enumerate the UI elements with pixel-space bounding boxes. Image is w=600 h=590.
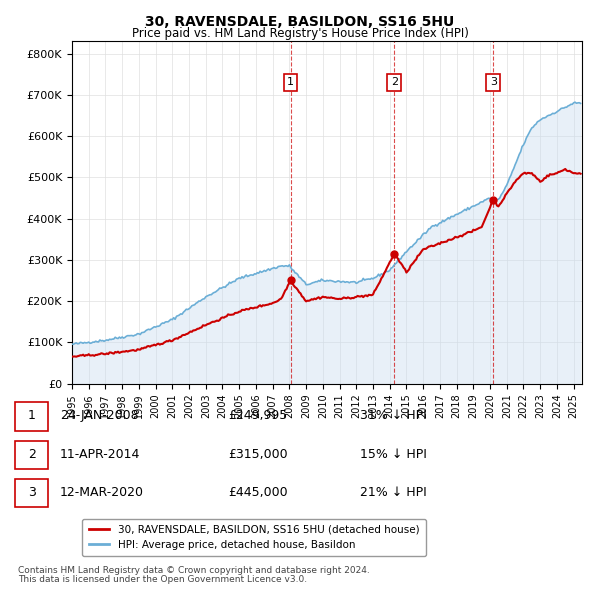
Text: 2: 2	[28, 448, 36, 461]
Legend: 30, RAVENSDALE, BASILDON, SS16 5HU (detached house), HPI: Average price, detache: 30, RAVENSDALE, BASILDON, SS16 5HU (deta…	[82, 519, 425, 556]
Text: £249,995: £249,995	[228, 409, 287, 422]
Text: Price paid vs. HM Land Registry's House Price Index (HPI): Price paid vs. HM Land Registry's House …	[131, 27, 469, 40]
Text: 1: 1	[28, 409, 36, 422]
Text: 3: 3	[490, 77, 497, 87]
Text: £445,000: £445,000	[228, 486, 287, 499]
Text: £315,000: £315,000	[228, 448, 287, 461]
Text: This data is licensed under the Open Government Licence v3.0.: This data is licensed under the Open Gov…	[18, 575, 307, 584]
Text: 3: 3	[28, 486, 36, 499]
Text: 15% ↓ HPI: 15% ↓ HPI	[360, 448, 427, 461]
Text: Contains HM Land Registry data © Crown copyright and database right 2024.: Contains HM Land Registry data © Crown c…	[18, 566, 370, 575]
Text: 30, RAVENSDALE, BASILDON, SS16 5HU: 30, RAVENSDALE, BASILDON, SS16 5HU	[145, 15, 455, 29]
Text: 24-JAN-2008: 24-JAN-2008	[60, 409, 139, 422]
Text: 21% ↓ HPI: 21% ↓ HPI	[360, 486, 427, 499]
Text: 11-APR-2014: 11-APR-2014	[60, 448, 140, 461]
Text: 12-MAR-2020: 12-MAR-2020	[60, 486, 144, 499]
Text: 1: 1	[287, 77, 294, 87]
Text: 31% ↓ HPI: 31% ↓ HPI	[360, 409, 427, 422]
Text: 2: 2	[391, 77, 398, 87]
